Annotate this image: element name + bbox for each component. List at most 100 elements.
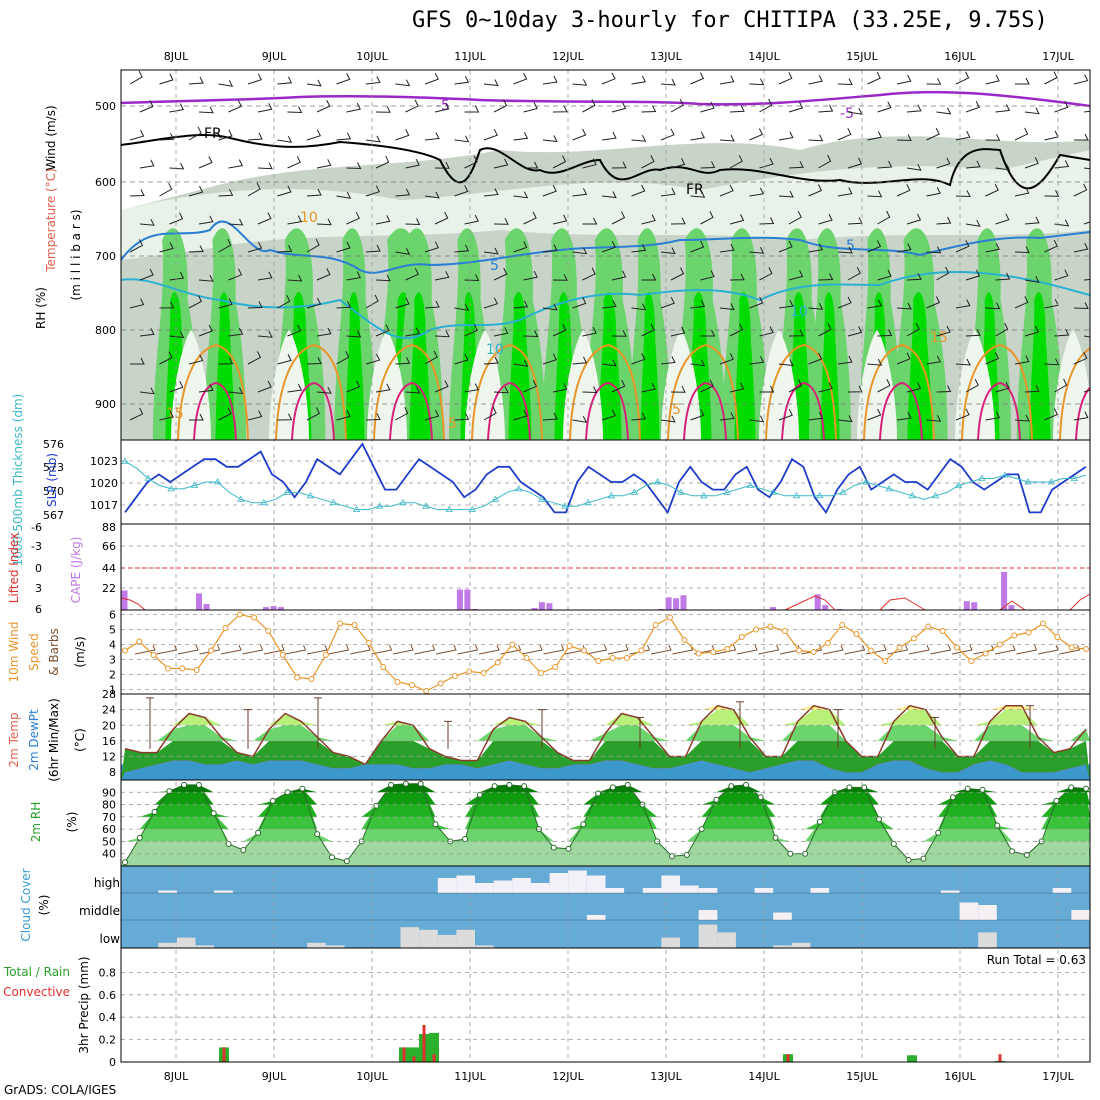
rh-bright-column — [598, 292, 622, 440]
lifted-index-label: Lifted Index — [7, 533, 21, 604]
wind-barb — [808, 302, 824, 310]
cloud-bar — [419, 929, 438, 948]
cloud-bar — [791, 942, 811, 948]
contour-label: 10 — [486, 342, 504, 358]
wind-barb — [670, 158, 686, 169]
cloud-level-middle: middle — [79, 904, 120, 918]
wind-barb — [277, 245, 293, 253]
rh-marker — [432, 821, 439, 828]
date-label-top: 14JUL — [748, 50, 780, 63]
panel-frame-precip — [120, 947, 1091, 1063]
wind-barb — [287, 383, 303, 393]
cloud-bar — [605, 888, 625, 893]
thickness-marker — [514, 485, 523, 492]
rh-tick: 60 — [102, 823, 116, 836]
wind-barb — [454, 244, 470, 253]
rh-label: RH (%) — [34, 287, 48, 329]
wind-barb — [985, 133, 1001, 141]
panel-frame-cape — [120, 523, 1091, 611]
precip-conv-bar — [432, 1054, 436, 1062]
wind-barb — [582, 217, 598, 225]
cloud-bar — [959, 902, 979, 920]
slp-tick: 1020 — [90, 477, 118, 490]
wind-barb — [513, 191, 529, 199]
wind-barb — [896, 134, 912, 142]
wind-barb — [464, 105, 480, 113]
wind-speed-marker — [208, 647, 215, 654]
rh-marker — [240, 847, 247, 853]
date-label-bottom: 11JUL — [454, 1070, 486, 1083]
cloud-bar — [512, 878, 531, 893]
thickness-marker — [584, 498, 592, 506]
wind-speed-marker — [867, 647, 874, 654]
wind-barb — [434, 271, 450, 281]
precip-conv-bar — [422, 1025, 426, 1062]
date-label-bottom: 8JUL — [164, 1070, 189, 1083]
temp-20-contour — [193, 381, 237, 440]
wind-barb — [493, 267, 508, 281]
wind-barb — [700, 270, 715, 281]
rh-marker — [1083, 785, 1089, 792]
temp-tick: 24 — [102, 704, 116, 717]
thickness-tick: 576 — [43, 438, 64, 451]
wind-barb — [483, 297, 499, 309]
wind-barb — [837, 296, 852, 309]
thickness-marker — [954, 481, 963, 488]
wind-barb — [365, 76, 381, 85]
wind10-tick: 5 — [109, 624, 116, 637]
wind-barb — [837, 78, 853, 86]
wind-speed-marker — [1040, 620, 1046, 627]
wind-barb — [877, 160, 893, 169]
wind-barb — [818, 104, 834, 113]
wind-barb — [542, 244, 558, 253]
wind-barb — [346, 102, 361, 113]
wind-speed-marker — [122, 647, 128, 654]
wind-barb — [778, 131, 794, 141]
wind-barb — [995, 163, 1011, 171]
cape-bar — [464, 589, 471, 610]
precip-conv-bar — [402, 1047, 406, 1062]
wind-barb — [395, 406, 409, 421]
wind-barb — [955, 408, 970, 421]
wind-barb — [277, 135, 293, 143]
wind-speed-marker — [738, 634, 745, 640]
surface-wind-barb — [715, 644, 737, 655]
wind-barb — [346, 330, 362, 338]
wind-speed-marker — [437, 680, 444, 687]
wind-barb — [867, 240, 882, 253]
li-tick: 6 — [35, 603, 42, 616]
wind-speed-marker — [1011, 632, 1018, 639]
wind-barb — [159, 410, 174, 421]
wind-barb — [936, 216, 952, 225]
surface-wind-barb — [672, 644, 694, 655]
wind-barb — [1014, 355, 1030, 365]
thickness-line — [124, 460, 1087, 511]
wind-barb — [1024, 157, 1039, 169]
thickness-marker — [677, 488, 685, 495]
cloud-bar — [698, 910, 718, 920]
thickness-marker — [237, 495, 245, 502]
contour-label: 5 — [448, 416, 457, 432]
li-line — [879, 597, 926, 611]
wind-barb — [572, 297, 587, 309]
wind-barb — [867, 408, 882, 421]
wind-speed-marker — [925, 623, 932, 630]
cloud-bar — [493, 880, 513, 893]
cape-bar — [270, 606, 277, 610]
wind-barb — [611, 270, 627, 281]
surface-wind-barb — [844, 644, 866, 655]
precip-tick: 0 — [109, 1056, 116, 1069]
thickness-marker — [885, 485, 893, 492]
wind-barb — [316, 386, 332, 394]
thickness-marker — [723, 488, 731, 495]
wind-barb — [129, 189, 145, 197]
wind-barb — [306, 188, 322, 197]
wind-barb — [759, 98, 773, 113]
wind-barb — [611, 102, 627, 113]
wind-barb — [670, 326, 686, 337]
wind-barb — [159, 301, 175, 309]
wind-speed-marker — [724, 646, 731, 652]
wind-barb — [434, 330, 450, 338]
wind-barb — [896, 352, 911, 365]
wind-barb — [631, 244, 647, 253]
